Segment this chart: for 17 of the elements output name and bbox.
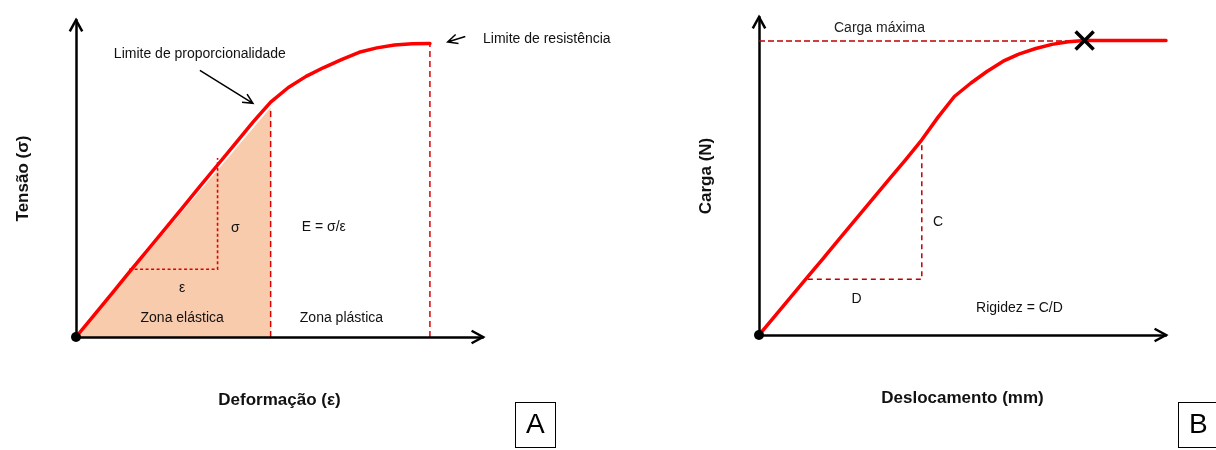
annotation: Zona elástica bbox=[140, 309, 225, 326]
y-axis-title: Tensão (σ) bbox=[13, 135, 32, 222]
annotation: E = σ/ε bbox=[301, 218, 346, 235]
annotation: Limite de resistência bbox=[483, 29, 611, 46]
annotation: Rigidez = C/D bbox=[976, 298, 1063, 315]
annotation: ε bbox=[179, 279, 186, 296]
annotation: C bbox=[933, 212, 944, 229]
x-axis-title: Deformação (ε) bbox=[218, 390, 341, 409]
text: B bbox=[1178, 402, 1216, 448]
annotation: Limite de proporcionalidade bbox=[113, 44, 287, 61]
annotation: Zona plástica bbox=[299, 309, 384, 326]
ref-line-label: Carga máxima bbox=[834, 18, 926, 35]
y-axis-title: Carga (N) bbox=[696, 137, 715, 215]
annotation: D bbox=[851, 289, 862, 306]
text: A bbox=[515, 402, 556, 448]
annotation: σ bbox=[230, 219, 240, 236]
x-axis-title: Deslocamento (mm) bbox=[881, 388, 1044, 407]
